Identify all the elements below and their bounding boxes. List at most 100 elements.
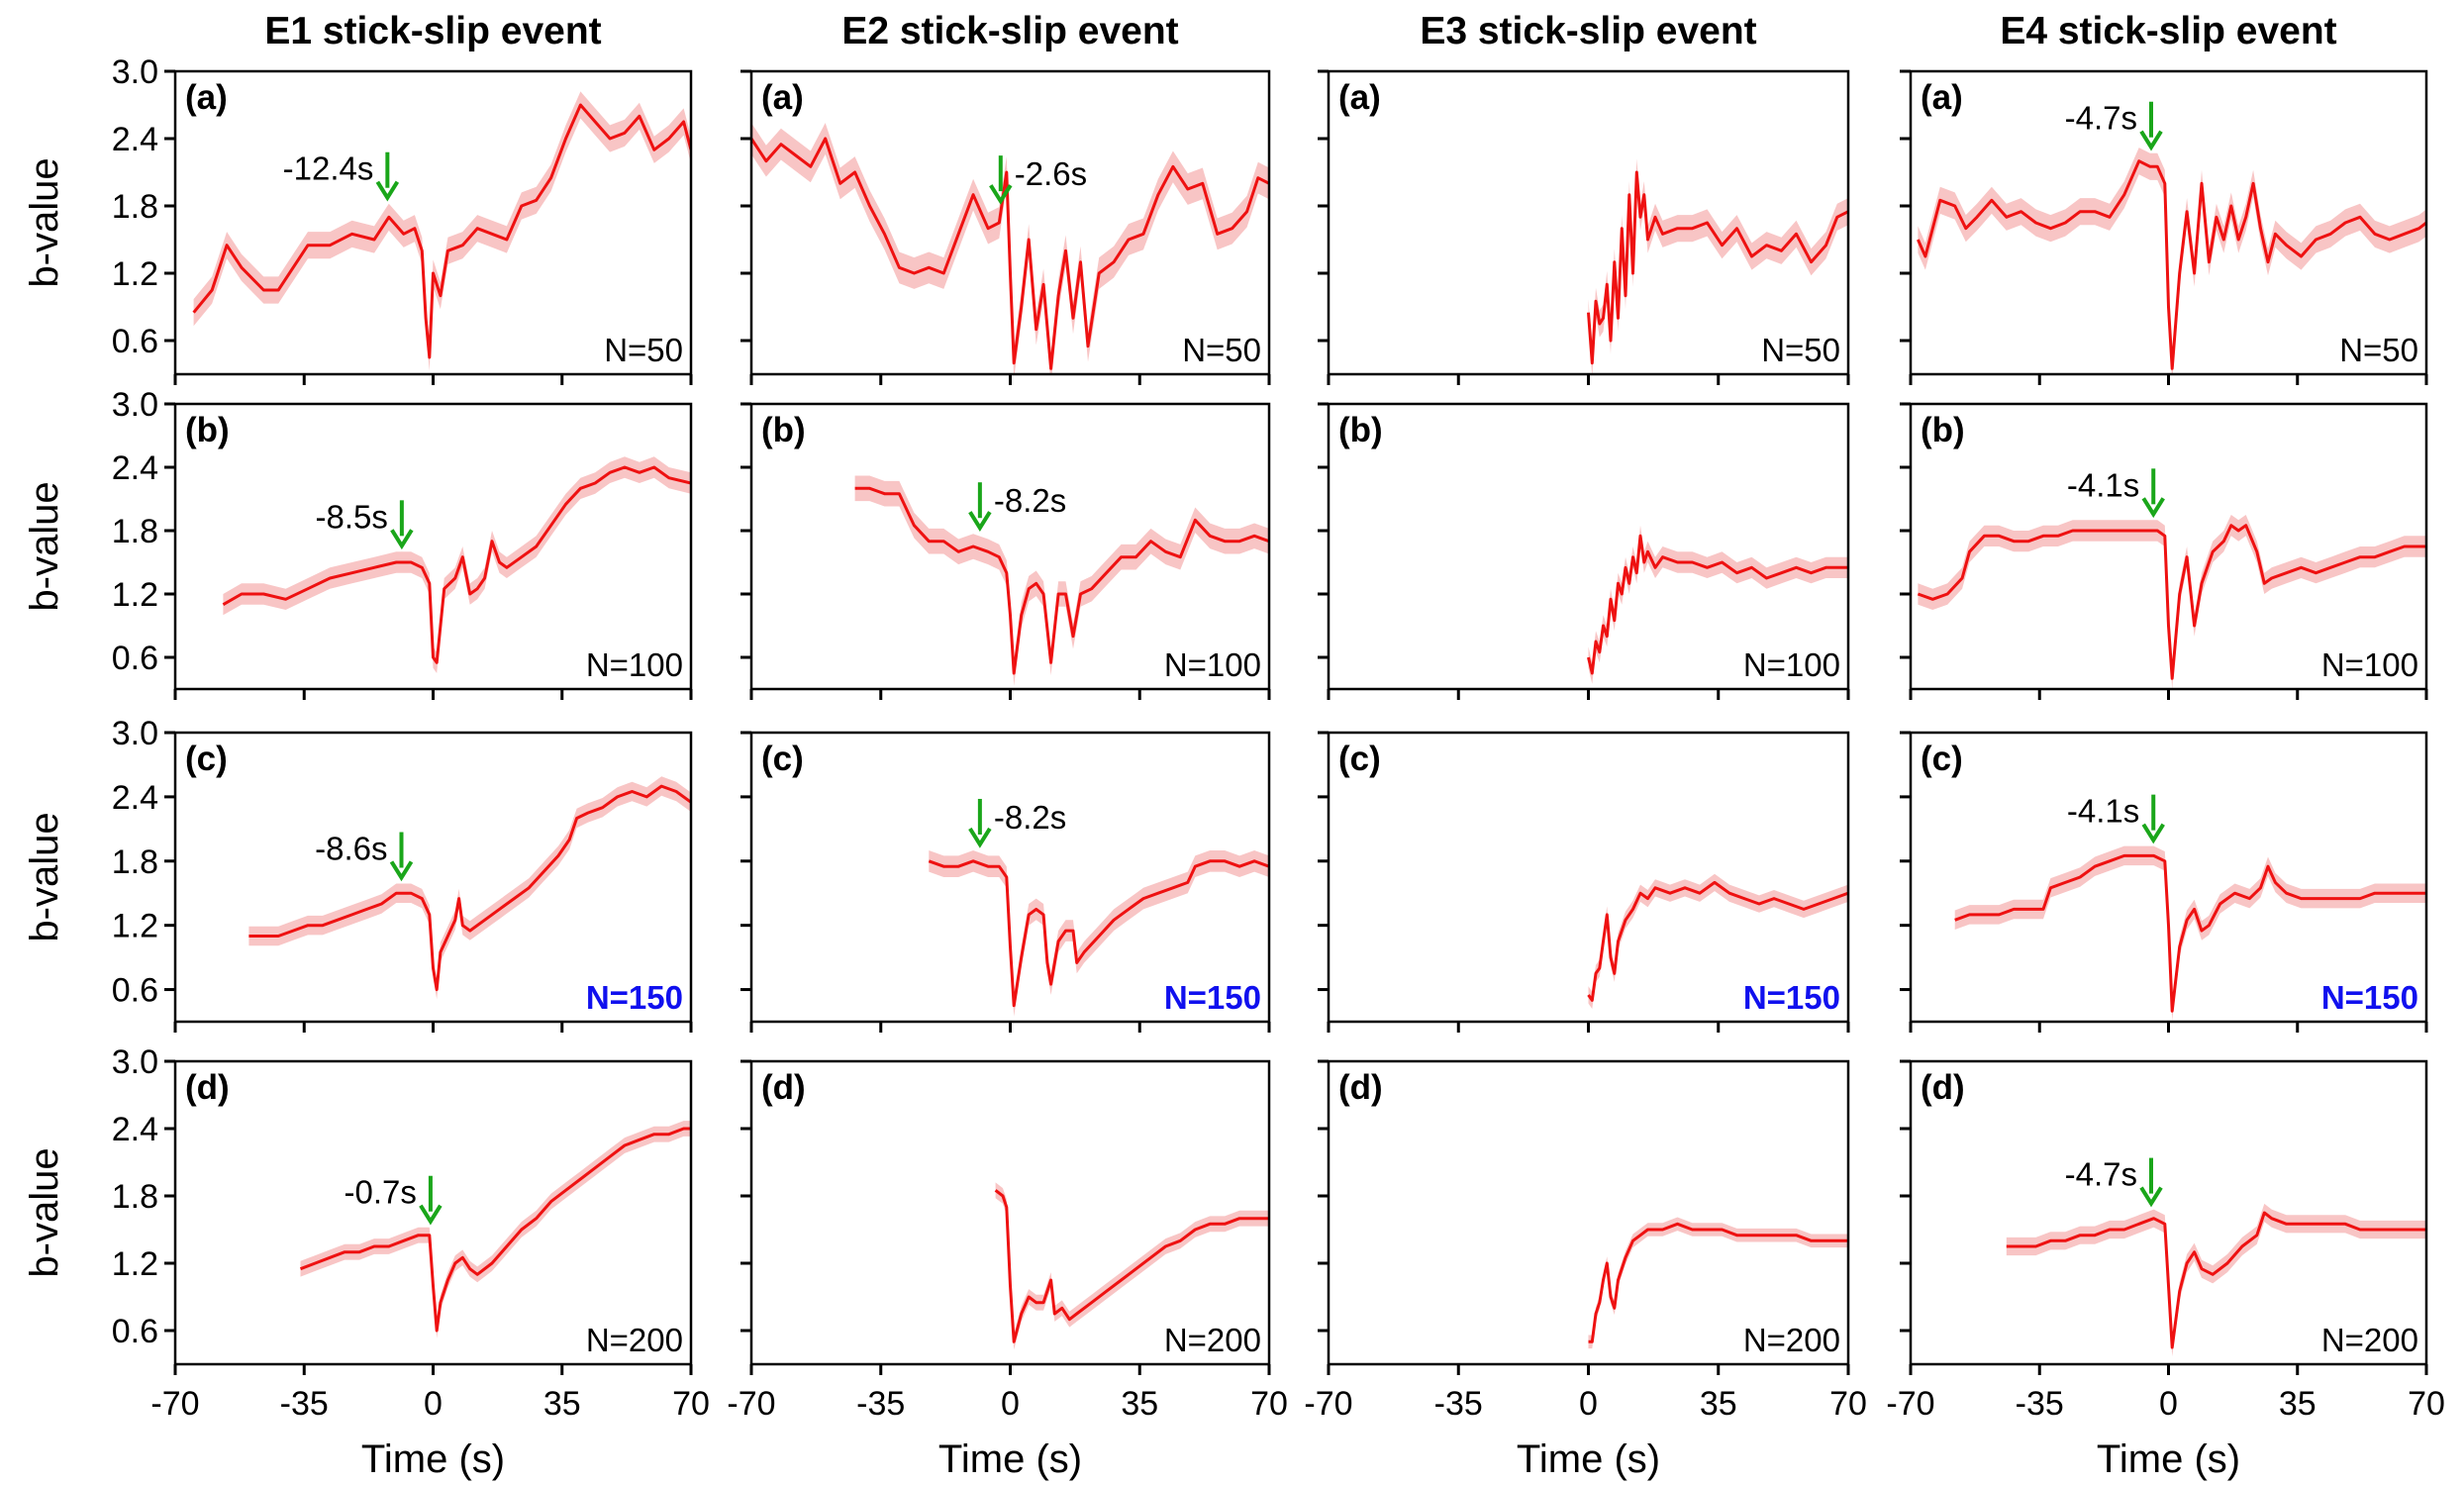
- panel-r2-c0: 0.6 1.2 1.8 2.4 3.0 (c) N=150 -8.6s: [112, 715, 693, 1033]
- b-value-line: [248, 784, 691, 992]
- y-tick-label: 1.2: [112, 1245, 158, 1283]
- panel-r0-c1: (a) N=50 -2.6s: [740, 69, 1271, 385]
- precursor-arrow-icon: [2139, 101, 2163, 151]
- y-tick-label: 0.6: [112, 640, 158, 677]
- sample-size-label: N=100: [2321, 646, 2418, 683]
- panel-r0-c0: 0.6 1.2 1.8 2.4 3.0 (a) N=50 -12.4s: [112, 53, 693, 385]
- y-axis-label: b-value: [23, 1147, 66, 1277]
- b-value-line: [994, 1189, 1269, 1343]
- x-tick-label: 35: [1700, 1385, 1737, 1423]
- y-tick-label: 3.0: [112, 1043, 158, 1081]
- panel-r1-c3: (b) N=100 -4.1s: [1900, 402, 2428, 700]
- y-tick-label: 2.4: [112, 779, 158, 817]
- panel-r0-c2: (a) N=50: [1318, 69, 1850, 385]
- b-value-line: [1587, 534, 1848, 675]
- y-tick-label: 1.8: [112, 1178, 158, 1216]
- x-tick-label: -70: [727, 1385, 775, 1423]
- panel-label: (a): [185, 78, 228, 117]
- plot-frame: [1327, 1059, 1850, 1366]
- y-tick-label: 1.8: [112, 188, 158, 226]
- b-value-line: [751, 137, 1269, 370]
- sample-size-label: N=50: [1182, 332, 1261, 368]
- y-tick-label: 1.2: [112, 255, 158, 293]
- panel-label: (c): [185, 740, 228, 778]
- b-value-line: [1954, 853, 2426, 1013]
- y-tick-label: 2.4: [112, 1111, 158, 1148]
- b-value-line: [222, 465, 691, 664]
- x-tick-label: -70: [1304, 1385, 1352, 1423]
- x-axis-label: Time (s): [2097, 1437, 2240, 1481]
- precursor-time-label: -8.2s: [994, 799, 1066, 836]
- x-tick-label: 35: [543, 1385, 581, 1423]
- precursor-time-label: -2.6s: [1015, 155, 1087, 192]
- panel-label: (b): [185, 411, 230, 449]
- precursor-time-label: -8.2s: [994, 482, 1066, 519]
- column-title: E4 stick-slip event: [2000, 10, 2336, 52]
- y-axis-label: b-value: [23, 157, 66, 287]
- x-tick-label: -35: [280, 1385, 329, 1423]
- column-title: E1 stick-slip event: [264, 10, 601, 52]
- uncertainty-band: [248, 776, 691, 1000]
- panel-r3-c0: 0.6 1.2 1.8 2.4 3.0 -70 -35 0 35 70 (d) N=200 -0.7s: [112, 1043, 710, 1423]
- x-tick-label: 0: [1579, 1385, 1598, 1423]
- y-tick-label: 0.6: [112, 972, 158, 1010]
- precursor-time-label: -8.5s: [315, 498, 387, 535]
- y-tick-label: 2.4: [112, 121, 158, 158]
- panel-r0-c3: (a) N=50 -4.7s: [1900, 69, 2428, 385]
- precursor-time-label: -4.1s: [2067, 466, 2139, 503]
- precursor-time-label: -8.6s: [315, 830, 387, 866]
- y-axis-label: b-value: [23, 481, 66, 611]
- y-tick-label: 2.4: [112, 449, 158, 487]
- precursor-arrow-icon: [2141, 794, 2165, 844]
- b-value-line: [192, 103, 691, 359]
- uncertainty-band: [995, 1182, 1269, 1350]
- x-tick-label: -70: [1886, 1385, 1934, 1423]
- sample-size-label: N=50: [604, 332, 683, 368]
- y-tick-label: 1.2: [112, 908, 158, 945]
- panel-r2-c3: (c) N=150 -4.1s: [1900, 731, 2428, 1033]
- precursor-arrow-icon: [389, 832, 414, 882]
- x-tick-label: -35: [856, 1385, 905, 1423]
- panel-label: (b): [1921, 411, 1965, 449]
- x-tick-label: 70: [672, 1385, 710, 1423]
- uncertainty-band: [1918, 515, 2426, 689]
- sample-size-label: N=200: [1743, 1322, 1840, 1358]
- x-axis-label: Time (s): [1517, 1437, 1660, 1481]
- uncertainty-band: [1588, 873, 1848, 1009]
- b-value-line: [854, 486, 1269, 675]
- plot-frame: [749, 69, 1271, 376]
- b-value-line: [1587, 880, 1848, 1002]
- panel-r3-c2: -70 -35 0 35 70 (d) N=200: [1304, 1059, 1867, 1423]
- precursor-time-label: -0.7s: [345, 1174, 417, 1211]
- sample-size-label: N=200: [586, 1322, 683, 1358]
- panel-label: (c): [761, 740, 804, 778]
- panel-r2-c1: (c) N=150 -8.2s: [740, 731, 1271, 1033]
- b-value-line: [1588, 1222, 1848, 1343]
- precursor-arrow-icon: [2139, 1157, 2163, 1208]
- panel-r2-c2: (c) N=150: [1318, 731, 1850, 1033]
- precursor-arrow-icon: [375, 151, 400, 202]
- x-axis-label: Time (s): [938, 1437, 1082, 1481]
- x-tick-label: 70: [2408, 1385, 2445, 1423]
- uncertainty-band: [751, 123, 1269, 374]
- panel-r1-c1: (b) N=100 -8.2s: [740, 402, 1271, 700]
- sample-size-label: N=100: [586, 646, 683, 683]
- panel-label: (a): [1921, 78, 1963, 117]
- sample-size-label: N=150: [586, 979, 683, 1016]
- precursor-arrow-icon: [968, 482, 992, 532]
- panel-label: (b): [761, 411, 806, 449]
- precursor-time-label: -12.4s: [283, 150, 374, 187]
- panel-label: (d): [1921, 1068, 1965, 1107]
- y-axis-label: b-value: [23, 812, 66, 941]
- panel-label: (b): [1338, 411, 1383, 449]
- plot-frame: [173, 1059, 693, 1366]
- x-tick-label: 0: [424, 1385, 443, 1423]
- panel-label: (d): [761, 1068, 806, 1107]
- uncertainty-band: [223, 456, 691, 673]
- sample-size-label: N=150: [1743, 979, 1840, 1016]
- sample-size-label: N=200: [2321, 1322, 2418, 1358]
- sample-size-label: N=50: [2339, 332, 2418, 368]
- b-value-line: [928, 859, 1269, 1008]
- y-tick-label: 1.2: [112, 576, 158, 614]
